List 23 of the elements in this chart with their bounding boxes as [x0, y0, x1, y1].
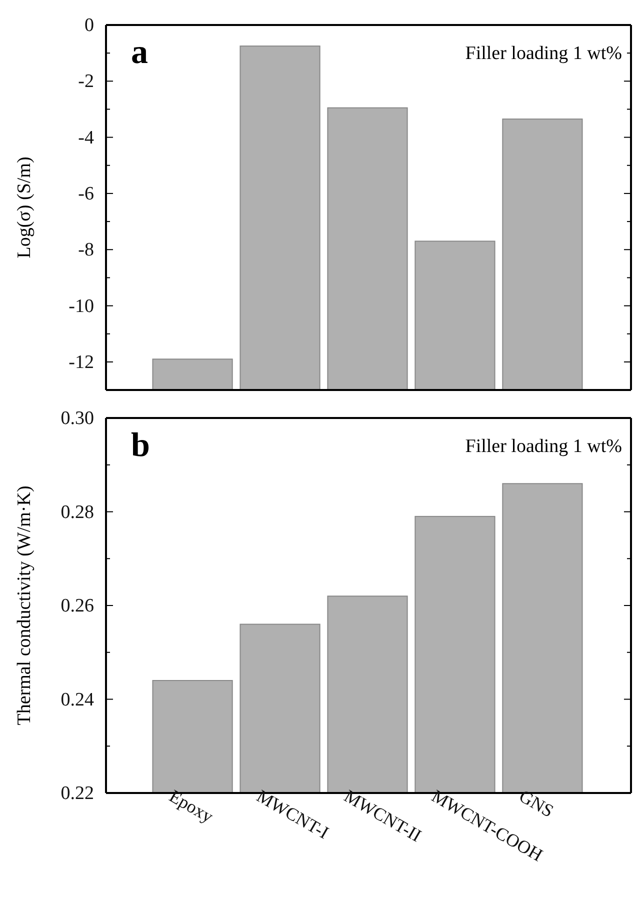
bar [152, 358, 233, 390]
annotation: b [131, 427, 150, 464]
annotation: Filler loading 1 wt% [465, 43, 622, 64]
y-tick-label: 0 [84, 15, 94, 36]
y-tick-label: -12 [68, 352, 94, 374]
bar [502, 118, 583, 390]
y-tick-label: -10 [68, 296, 94, 317]
y-axis-title: Thermal conductivity (W/m·K) [14, 486, 35, 726]
bar [414, 240, 496, 390]
y-tick-label: 0.24 [60, 689, 94, 710]
bar [240, 46, 320, 390]
y-tick-label: 0.30 [60, 408, 94, 430]
bar [327, 107, 408, 390]
y-tick-label: 0.28 [60, 502, 94, 523]
y-tick-label: -4 [78, 127, 94, 148]
y-tick-label: 0.26 [60, 596, 94, 617]
y-tick-label: -6 [78, 184, 94, 205]
y-tick-label: -2 [78, 71, 94, 92]
annotation: Filler loading 1 wt% [465, 436, 622, 457]
y-tick-label: -8 [78, 240, 94, 261]
y-tick-label: 0.22 [60, 783, 94, 804]
y-axis-title: Log(σ) (S/m) [14, 156, 35, 258]
annotation: a [131, 34, 148, 71]
